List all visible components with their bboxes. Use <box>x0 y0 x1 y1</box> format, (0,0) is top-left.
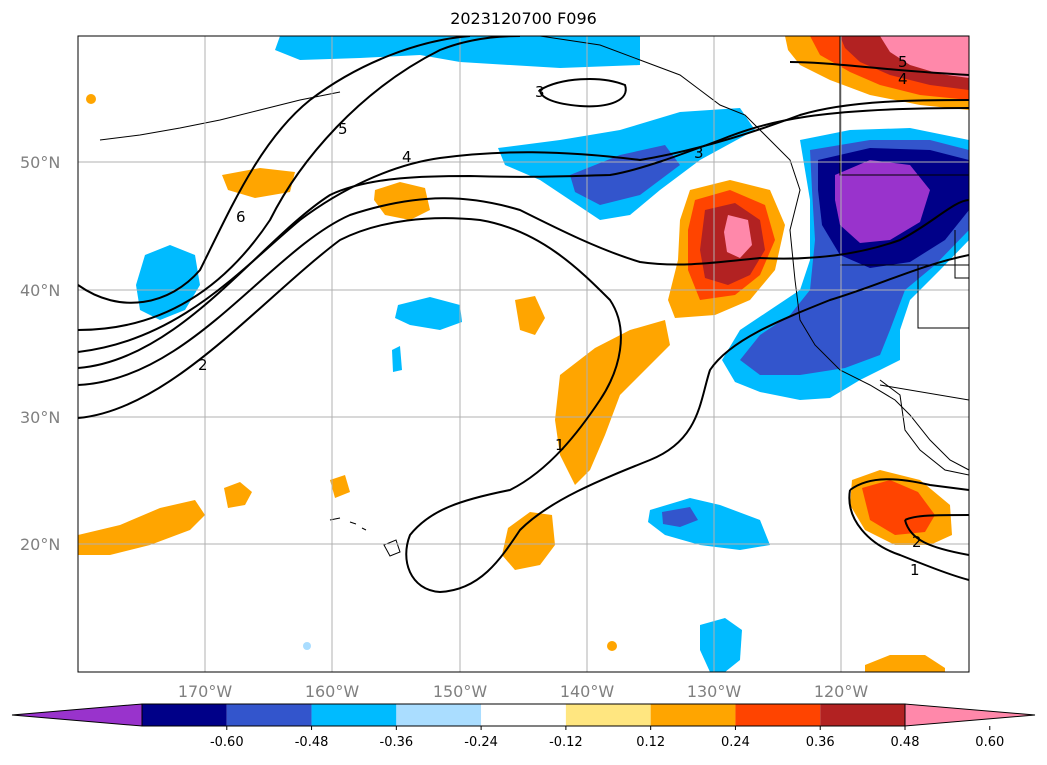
map-title: 2023120700 F096 <box>450 9 597 28</box>
svg-text:140°W: 140°W <box>560 682 615 701</box>
svg-text:30°N: 30°N <box>20 408 60 427</box>
colorbar-tick-label: -0.48 <box>295 735 329 750</box>
colorbar-tick-label: 0.24 <box>721 735 750 750</box>
svg-text:130°W: 130°W <box>687 682 742 701</box>
svg-text:40°N: 40°N <box>20 281 60 300</box>
colorbar-tick-label: 0.12 <box>636 735 665 750</box>
svg-text:4: 4 <box>898 70 908 88</box>
svg-text:120°W: 120°W <box>814 682 869 701</box>
colorbar-tick-label: 0.60 <box>975 735 1004 750</box>
svg-text:160°W: 160°W <box>305 682 360 701</box>
svg-text:4: 4 <box>402 148 412 166</box>
map-content: 6 5 4 3 3 2 1 1 2 5 4 <box>78 36 969 672</box>
svg-text:1: 1 <box>910 561 920 579</box>
colorbar-segment <box>481 704 566 726</box>
colorbar-segment <box>820 704 905 726</box>
svg-text:6: 6 <box>236 208 246 226</box>
svg-text:5: 5 <box>338 120 348 138</box>
colorbar-tick-label: -0.12 <box>549 735 583 750</box>
colorbar-extend-high <box>904 703 1036 727</box>
colorbar-tick-label: -0.24 <box>464 735 498 750</box>
svg-text:3: 3 <box>535 83 545 101</box>
longitude-labels: 170°W 160°W 150°W 140°W 130°W 120°W <box>178 682 869 701</box>
colorbar-segment <box>735 704 821 726</box>
colorbar-segment <box>142 704 227 726</box>
colorbar: -0.60 -0.48 -0.36 -0.24 -0.12 0.12 0.24 0.36 0.4… <box>11 703 1036 750</box>
svg-text:20°N: 20°N <box>20 535 60 554</box>
svg-text:3: 3 <box>694 144 704 162</box>
colorbar-segment <box>226 704 312 726</box>
map-frame <box>77 35 970 673</box>
latitude-labels: 50°N 40°N 30°N 20°N <box>20 153 60 554</box>
colorbar-tick-label: -0.60 <box>210 735 244 750</box>
colorbar-frame <box>141 703 906 727</box>
svg-text:2: 2 <box>198 356 208 374</box>
svg-text:150°W: 150°W <box>433 682 488 701</box>
colorbar-tick-label: 0.36 <box>806 735 835 750</box>
svg-text:5: 5 <box>898 53 908 71</box>
svg-text:1: 1 <box>555 436 565 454</box>
anomaly-fills <box>78 36 969 672</box>
colorbar-extend-low <box>11 703 143 727</box>
contour-labels: 6 5 4 3 3 2 1 1 2 5 4 <box>198 53 922 579</box>
svg-text:170°W: 170°W <box>178 682 233 701</box>
graticule <box>78 36 969 672</box>
svg-text:2: 2 <box>912 533 922 551</box>
colorbar-segment <box>650 704 736 726</box>
colorbar-segment <box>396 704 482 726</box>
colorbar-segment <box>311 704 397 726</box>
contour-lines <box>78 36 969 594</box>
coastlines <box>99 36 969 557</box>
svg-text:50°N: 50°N <box>20 153 60 172</box>
colorbar-segment <box>565 704 651 726</box>
colorbar-tick-label: -0.36 <box>380 735 414 750</box>
colorbar-tick-label: 0.48 <box>891 735 920 750</box>
